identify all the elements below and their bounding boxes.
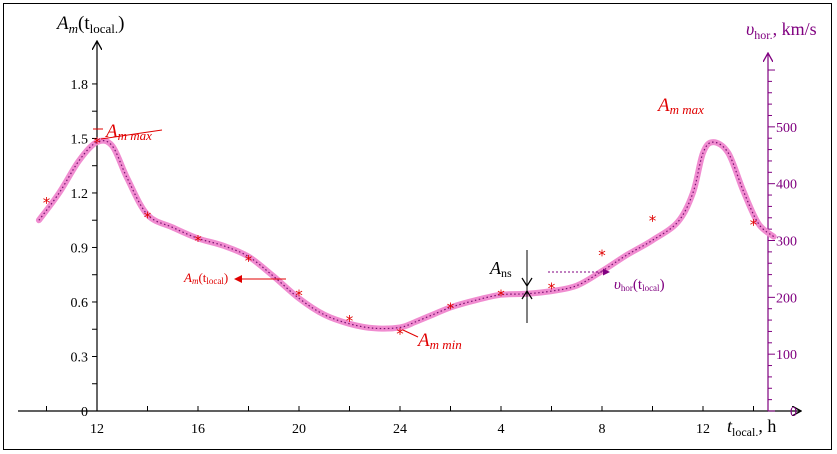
y-axis-ticks: 0 0.3 0.6 0.9 1.2 1.5 1.8 (71, 78, 97, 420)
svg-text:Ans: Ans (489, 258, 512, 280)
svg-text:Am min: Am min (416, 330, 462, 352)
x-tick-label: 12 (696, 422, 710, 437)
data-marker: * (346, 312, 354, 330)
data-marker: * (497, 287, 505, 305)
data-marker: * (447, 299, 455, 317)
data-marker: * (396, 325, 404, 343)
svg-text:Am(tlocal): Am(tlocal) (183, 270, 228, 286)
x-tick-label: 4 (498, 422, 505, 437)
y2-tick-label: 200 (776, 291, 797, 306)
y2-axis-title: υhor., km/s (746, 19, 817, 42)
y-tick-label: 0.9 (71, 241, 89, 256)
annotation-vhor-local: υhor(tlocal) (548, 268, 665, 293)
annotation-amax-right: Am max (656, 95, 704, 117)
data-marker: * (144, 209, 152, 227)
chart-frame (3, 3, 832, 450)
svg-text:υhor(tlocal): υhor(tlocal) (614, 277, 665, 293)
data-marker: * (245, 252, 253, 270)
data-markers: * * * * * * * * * * * * * * (43, 134, 758, 343)
x-axis-ticks: 12 16 20 24 4 8 12 (46, 406, 754, 437)
y-tick-label: 0.6 (71, 296, 89, 311)
annotation-amin: Am min (402, 329, 462, 352)
data-marker: * (548, 279, 556, 297)
y2-tick-label: 400 (776, 178, 797, 193)
svg-text:Am max: Am max (656, 95, 704, 117)
x-tick-label: 20 (292, 422, 306, 437)
x-axis-title: tlocal., h (727, 416, 776, 439)
y2-tick-label: 100 (776, 348, 797, 363)
y-tick-label: 1.2 (71, 187, 89, 202)
x-tick-label: 16 (191, 422, 205, 437)
y2-tick-label: 500 (776, 121, 797, 136)
annotation-amax-left: Am max (93, 121, 163, 143)
data-marker: * (750, 216, 758, 234)
data-marker: * (649, 212, 657, 230)
y-tick-label: 0.3 (71, 350, 89, 365)
y2-axis-ticks: 0 100 200 300 400 500 (768, 69, 797, 420)
x-tick-label: 24 (393, 422, 407, 437)
x-tick-label: 8 (599, 422, 606, 437)
data-marker: * (295, 287, 303, 305)
y2-tick-label: 300 (776, 235, 797, 250)
y2-tick-label: 0 (790, 405, 797, 420)
data-marker: * (43, 194, 51, 212)
data-marker: * (194, 232, 202, 250)
y-tick-label: 1.5 (71, 132, 89, 147)
annotation-am-local: Am(tlocal) (183, 270, 286, 286)
y-tick-label: 1.8 (71, 78, 89, 93)
data-marker: * (598, 247, 606, 265)
annotation-ans: Ans (489, 250, 533, 323)
y-axis-title: Am(tlocal.) (55, 13, 124, 36)
amplitude-curve-band (35, 137, 777, 332)
svg-text:Am max: Am max (104, 121, 152, 143)
y-tick-label: 0 (81, 405, 88, 420)
data-marker: * (93, 134, 101, 152)
x-tick-label: 12 (90, 422, 104, 437)
